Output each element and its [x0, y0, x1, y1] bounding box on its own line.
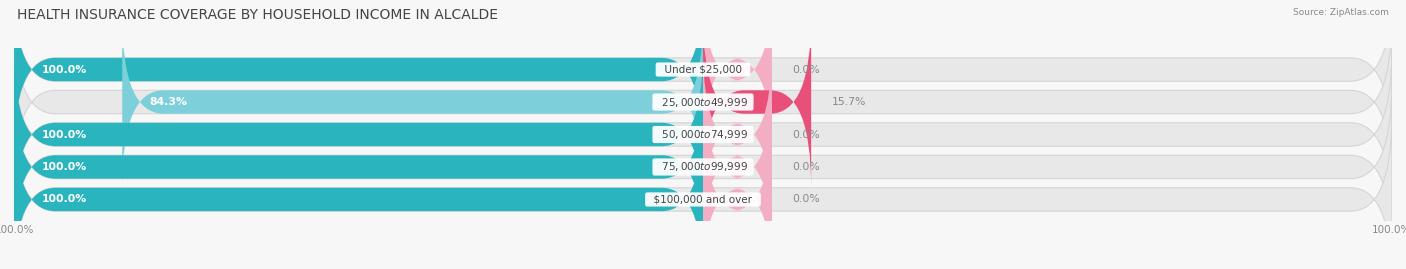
Text: Under $25,000: Under $25,000 — [658, 65, 748, 75]
Text: HEALTH INSURANCE COVERAGE BY HOUSEHOLD INCOME IN ALCALDE: HEALTH INSURANCE COVERAGE BY HOUSEHOLD I… — [17, 8, 498, 22]
FancyBboxPatch shape — [14, 0, 703, 155]
Text: 0.0%: 0.0% — [793, 65, 820, 75]
Text: 0.0%: 0.0% — [793, 162, 820, 172]
FancyBboxPatch shape — [14, 16, 1392, 188]
Text: 15.7%: 15.7% — [832, 97, 866, 107]
FancyBboxPatch shape — [14, 81, 703, 253]
Text: 84.3%: 84.3% — [150, 97, 188, 107]
Text: 100.0%: 100.0% — [42, 162, 87, 172]
FancyBboxPatch shape — [14, 49, 703, 220]
FancyBboxPatch shape — [14, 114, 703, 269]
FancyBboxPatch shape — [14, 0, 1392, 155]
FancyBboxPatch shape — [703, 49, 772, 220]
FancyBboxPatch shape — [122, 16, 703, 188]
FancyBboxPatch shape — [703, 114, 772, 269]
Text: 100.0%: 100.0% — [42, 129, 87, 140]
Text: $75,000 to $99,999: $75,000 to $99,999 — [655, 161, 751, 174]
Text: 0.0%: 0.0% — [793, 129, 820, 140]
FancyBboxPatch shape — [703, 0, 772, 155]
FancyBboxPatch shape — [703, 81, 772, 253]
FancyBboxPatch shape — [14, 49, 1392, 220]
Text: $100,000 and over: $100,000 and over — [647, 194, 759, 204]
Text: 100.0%: 100.0% — [42, 194, 87, 204]
Text: 100.0%: 100.0% — [42, 65, 87, 75]
FancyBboxPatch shape — [14, 81, 1392, 253]
Text: Source: ZipAtlas.com: Source: ZipAtlas.com — [1294, 8, 1389, 17]
FancyBboxPatch shape — [703, 16, 811, 188]
FancyBboxPatch shape — [14, 114, 1392, 269]
Text: 0.0%: 0.0% — [793, 194, 820, 204]
Text: $50,000 to $74,999: $50,000 to $74,999 — [655, 128, 751, 141]
Text: $25,000 to $49,999: $25,000 to $49,999 — [655, 95, 751, 108]
